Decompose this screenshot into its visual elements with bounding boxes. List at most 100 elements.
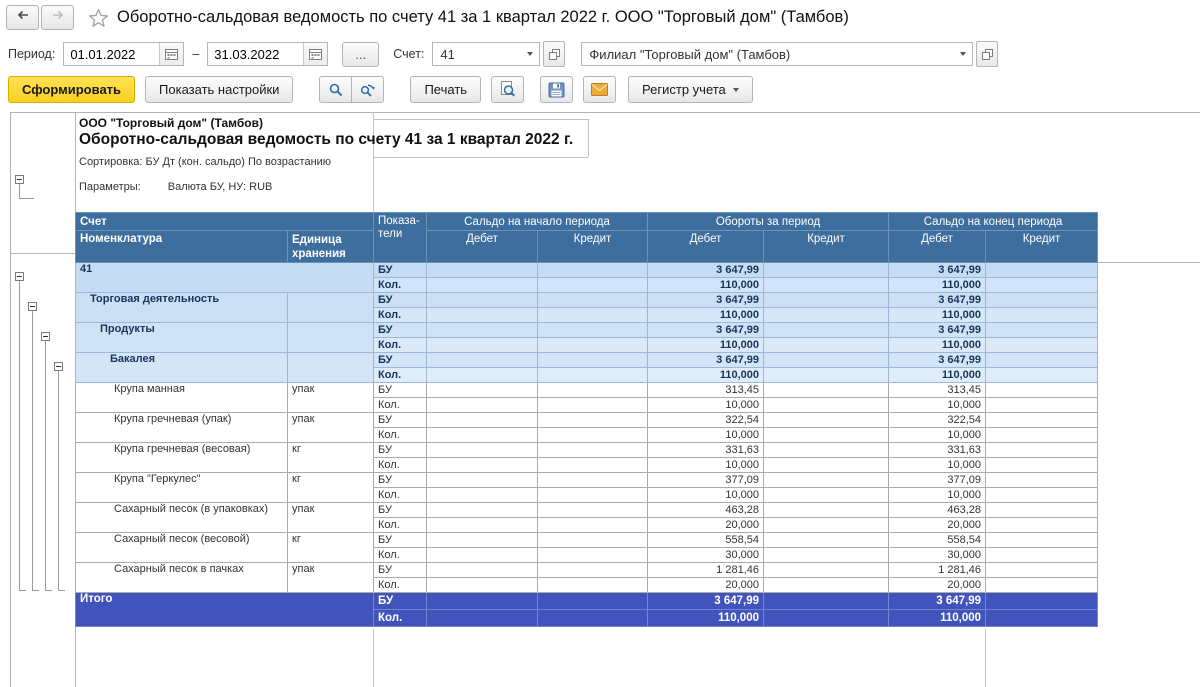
value-cell[interactable]: 3 647,99 xyxy=(647,592,764,610)
header-credit[interactable]: Кредит xyxy=(985,230,1099,263)
value-cell[interactable]: 110,000 xyxy=(888,367,987,383)
value-cell[interactable] xyxy=(426,577,538,593)
value-cell[interactable] xyxy=(762,502,890,518)
value-cell[interactable] xyxy=(426,382,538,398)
value-cell[interactable]: 377,09 xyxy=(888,472,987,488)
show-settings-button[interactable]: Показать настройки xyxy=(145,76,294,103)
value-cell[interactable] xyxy=(762,487,890,503)
value-cell[interactable] xyxy=(762,562,890,578)
value-cell[interactable]: 558,54 xyxy=(888,532,987,548)
value-cell[interactable] xyxy=(762,277,890,293)
value-cell[interactable] xyxy=(426,337,538,353)
indicator-cell[interactable]: БУ xyxy=(373,292,427,308)
search-button[interactable] xyxy=(319,76,353,103)
value-cell[interactable]: 3 647,99 xyxy=(888,322,987,338)
unit-cell[interactable]: кг xyxy=(287,532,374,563)
back-button[interactable] xyxy=(6,5,39,30)
value-cell[interactable] xyxy=(537,562,648,578)
header-closing-balance[interactable]: Сальдо на конец периода xyxy=(888,212,1099,231)
report-title[interactable]: Оборотно-сальдовая ведомость по счету 41… xyxy=(79,131,574,148)
value-cell[interactable] xyxy=(985,367,1099,383)
value-cell[interactable] xyxy=(537,592,648,610)
value-cell[interactable]: 10,000 xyxy=(647,397,764,413)
value-cell[interactable]: 110,000 xyxy=(647,337,764,353)
value-cell[interactable] xyxy=(985,337,1099,353)
value-cell[interactable] xyxy=(762,262,890,278)
indicator-cell[interactable]: Кол. xyxy=(373,517,427,533)
value-cell[interactable] xyxy=(985,307,1099,323)
value-cell[interactable] xyxy=(762,427,890,443)
value-cell[interactable] xyxy=(985,262,1099,278)
value-cell[interactable] xyxy=(537,442,648,458)
header-account[interactable]: Счет xyxy=(75,212,374,231)
forward-button[interactable] xyxy=(41,5,74,30)
value-cell[interactable] xyxy=(537,382,648,398)
nomenclature-cell[interactable]: Сахарный песок (весовой) xyxy=(75,532,288,563)
value-cell[interactable]: 10,000 xyxy=(888,457,987,473)
header-debit[interactable]: Дебет xyxy=(426,230,538,263)
value-cell[interactable] xyxy=(762,337,890,353)
value-cell[interactable]: 20,000 xyxy=(647,577,764,593)
indicator-cell[interactable]: БУ xyxy=(373,262,427,278)
value-cell[interactable]: 463,28 xyxy=(888,502,987,518)
value-cell[interactable] xyxy=(537,472,648,488)
value-cell[interactable] xyxy=(537,487,648,503)
value-cell[interactable] xyxy=(426,442,538,458)
value-cell[interactable]: 3 647,99 xyxy=(888,262,987,278)
account-value[interactable]: 41 xyxy=(440,46,455,62)
value-cell[interactable] xyxy=(985,592,1099,610)
indicator-cell[interactable]: БУ xyxy=(373,562,427,578)
value-cell[interactable] xyxy=(426,517,538,533)
value-cell[interactable] xyxy=(426,427,538,443)
value-cell[interactable]: 3 647,99 xyxy=(888,292,987,308)
value-cell[interactable] xyxy=(426,322,538,338)
value-cell[interactable] xyxy=(426,532,538,548)
print-preview-button[interactable] xyxy=(491,76,525,103)
favorite-star-icon[interactable] xyxy=(88,8,109,28)
value-cell[interactable] xyxy=(762,532,890,548)
value-cell[interactable] xyxy=(985,442,1099,458)
value-cell[interactable] xyxy=(426,262,538,278)
value-cell[interactable] xyxy=(426,547,538,563)
nomenclature-cell[interactable]: Сахарный песок в пачках xyxy=(75,562,288,593)
value-cell[interactable]: 3 647,99 xyxy=(888,352,987,368)
unit-cell[interactable]: кг xyxy=(287,442,374,473)
value-cell[interactable]: 3 647,99 xyxy=(647,322,764,338)
indicator-cell[interactable]: БУ xyxy=(373,412,427,428)
value-cell[interactable] xyxy=(426,367,538,383)
value-cell[interactable] xyxy=(426,277,538,293)
unit-cell[interactable] xyxy=(287,352,374,383)
generate-button[interactable]: Сформировать xyxy=(8,76,136,103)
value-cell[interactable]: 10,000 xyxy=(888,427,987,443)
value-cell[interactable] xyxy=(985,277,1099,293)
value-cell[interactable] xyxy=(762,547,890,563)
date-to-value[interactable]: 31.03.2022 xyxy=(214,46,280,62)
value-cell[interactable] xyxy=(985,457,1099,473)
indicator-cell[interactable]: Кол. xyxy=(373,577,427,593)
value-cell[interactable] xyxy=(762,307,890,323)
value-cell[interactable] xyxy=(985,292,1099,308)
value-cell[interactable] xyxy=(537,547,648,563)
indicator-cell[interactable]: Кол. xyxy=(373,487,427,503)
indicator-cell[interactable]: БУ xyxy=(373,442,427,458)
report-sorting[interactable]: Сортировка: БУ Дт (кон. сальдо) По возра… xyxy=(79,156,332,168)
nomenclature-cell[interactable]: Торговая деятельность xyxy=(75,292,288,323)
value-cell[interactable] xyxy=(537,502,648,518)
value-cell[interactable]: 313,45 xyxy=(888,382,987,398)
chevron-down-icon[interactable] xyxy=(521,43,539,65)
value-cell[interactable]: 3 647,99 xyxy=(888,592,987,610)
value-cell[interactable]: 20,000 xyxy=(888,517,987,533)
value-cell[interactable]: 110,000 xyxy=(888,337,987,353)
header-credit[interactable]: Кредит xyxy=(762,230,890,263)
value-cell[interactable] xyxy=(537,457,648,473)
value-cell[interactable] xyxy=(426,397,538,413)
value-cell[interactable] xyxy=(537,337,648,353)
value-cell[interactable]: 10,000 xyxy=(888,397,987,413)
indicator-cell[interactable]: Кол. xyxy=(373,367,427,383)
value-cell[interactable]: 3 647,99 xyxy=(647,292,764,308)
value-cell[interactable] xyxy=(426,487,538,503)
header-unit[interactable]: Единица хранения xyxy=(287,230,374,263)
value-cell[interactable] xyxy=(985,382,1099,398)
value-cell[interactable] xyxy=(426,502,538,518)
value-cell[interactable] xyxy=(762,577,890,593)
